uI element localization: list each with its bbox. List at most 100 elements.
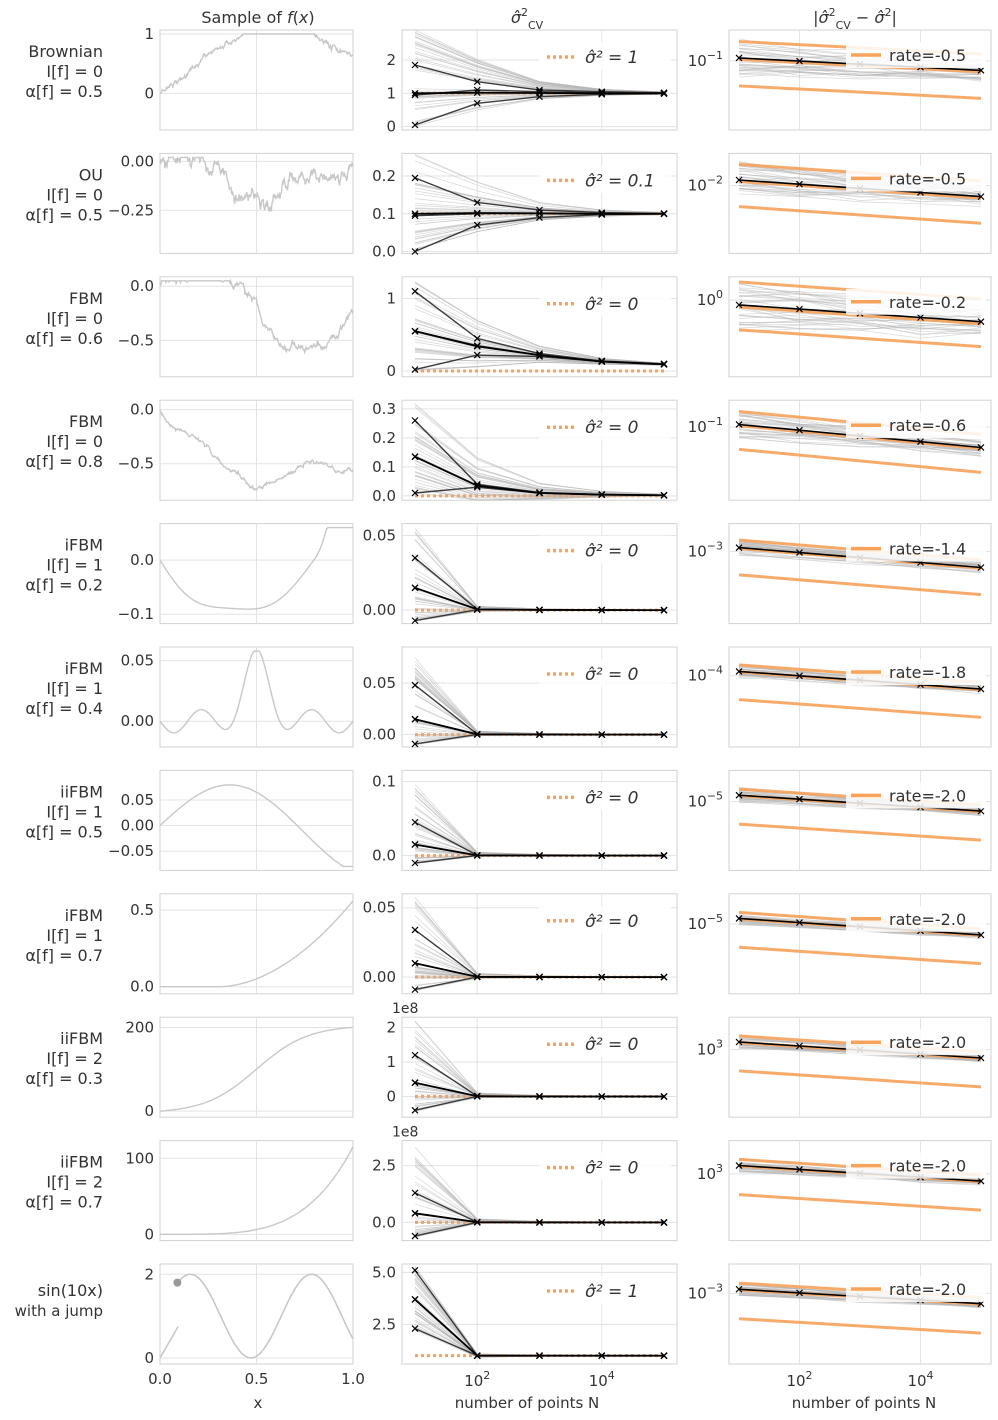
y-tick-label: 2 bbox=[386, 51, 396, 69]
offset-text: 1e8 bbox=[392, 1125, 418, 1141]
cv-panel: 0.00 0.05 σ̂² = 0 bbox=[363, 523, 678, 625]
point-marker bbox=[917, 314, 924, 321]
point-marker bbox=[473, 851, 481, 859]
error-panel: 10−1 rate=-0.6 bbox=[688, 399, 992, 501]
replicate-error-line bbox=[738, 328, 982, 339]
y-tick-label: 10−1 bbox=[688, 415, 723, 436]
legend: σ̂² = 1 bbox=[539, 42, 671, 70]
panel-frame bbox=[401, 399, 678, 501]
replicate-line bbox=[414, 154, 665, 213]
xlabel-right: number of points N bbox=[792, 1394, 937, 1412]
legend: σ̂² = 0 bbox=[539, 905, 671, 934]
point-marker bbox=[598, 491, 606, 499]
panel-frame bbox=[401, 646, 678, 748]
row-label-line: α[f] = 0.5 bbox=[25, 205, 103, 224]
legend: rate=-0.6 bbox=[846, 412, 986, 439]
legend-label: σ̂² = 0.1 bbox=[585, 171, 655, 191]
sample-curve bbox=[159, 278, 354, 355]
point-marker bbox=[473, 730, 481, 738]
row-label-line: sin(10x) bbox=[38, 1281, 103, 1300]
y-tick-label: −0.1 bbox=[118, 605, 154, 623]
replicate-line bbox=[414, 1175, 665, 1223]
panel-frame bbox=[728, 1140, 992, 1242]
point-marker bbox=[411, 1079, 419, 1087]
point-marker bbox=[598, 1352, 606, 1360]
point-marker bbox=[411, 584, 419, 592]
replicate-line bbox=[414, 1203, 664, 1223]
panel-frame bbox=[728, 523, 992, 625]
y-tick-label: 0.2 bbox=[372, 429, 396, 447]
y-tick-label: 5.0 bbox=[372, 1263, 396, 1281]
point-marker bbox=[735, 1162, 743, 1169]
y-tick-label: 0.00 bbox=[121, 817, 154, 835]
y-tick-label: 0.05 bbox=[121, 652, 154, 670]
error-panel: 10−3 rate=-1.4 bbox=[688, 523, 992, 625]
legend-label: rate=-2.0 bbox=[889, 1280, 966, 1299]
quantile-line bbox=[414, 213, 665, 253]
point-marker bbox=[536, 852, 543, 859]
sample-panel: 0.5 0.0 bbox=[130, 893, 354, 996]
replicate-error-line bbox=[738, 552, 982, 570]
point-marker bbox=[411, 1209, 419, 1217]
y-tick-label: 0.3 bbox=[372, 400, 396, 418]
point-marker bbox=[735, 1038, 743, 1046]
panel-frame bbox=[728, 1016, 992, 1118]
y-tick-label: 2.5 bbox=[372, 1157, 396, 1175]
legend-label: σ̂² = 0 bbox=[585, 542, 638, 562]
panel-frame bbox=[401, 769, 678, 871]
point-marker bbox=[735, 421, 743, 428]
point-marker bbox=[411, 61, 419, 69]
cv-panel: 0.00 0.05 σ̂² = 0 bbox=[363, 893, 678, 995]
point-marker bbox=[735, 176, 743, 184]
legend: rate=-0.5 bbox=[846, 42, 986, 68]
y-tick-label: 2 bbox=[144, 1265, 154, 1283]
point-marker bbox=[536, 1093, 543, 1100]
legend: σ̂² = 0 bbox=[539, 535, 671, 564]
point-marker bbox=[977, 807, 985, 815]
replicate-error-line bbox=[738, 64, 982, 79]
point-marker bbox=[411, 210, 419, 218]
point-marker bbox=[411, 681, 419, 689]
cv-panel: 2.5 5.0 σ̂² = 1 bbox=[372, 1263, 678, 1365]
sample-curve bbox=[178, 1273, 354, 1359]
sample-curve bbox=[159, 650, 354, 734]
row-label-line: α[f] = 0.6 bbox=[25, 329, 103, 348]
point-marker bbox=[536, 489, 543, 497]
point-marker bbox=[977, 193, 985, 201]
point-marker bbox=[536, 351, 543, 359]
point-marker bbox=[411, 1266, 419, 1274]
y-tick-label: 0.0 bbox=[372, 1213, 396, 1231]
replicate-line bbox=[414, 43, 665, 93]
point-marker bbox=[977, 66, 985, 74]
panel-frame bbox=[401, 1016, 678, 1118]
row-label-line: iFBM bbox=[65, 659, 103, 678]
y-tick-label: 0 bbox=[386, 1088, 396, 1106]
error-panel: 10−3 rate=-2.0 bbox=[688, 1263, 992, 1365]
point-marker bbox=[735, 915, 743, 922]
panel-frame bbox=[728, 399, 992, 501]
panel-frame bbox=[728, 646, 992, 748]
xlabel-middle: number of points N bbox=[455, 1394, 600, 1412]
row-label-line: iiFBM bbox=[60, 1029, 103, 1048]
sample-curve bbox=[159, 526, 353, 610]
y-tick-label: 0.00 bbox=[363, 726, 396, 744]
sample-panel: 20 bbox=[144, 1263, 354, 1367]
point-marker bbox=[411, 1189, 419, 1197]
y-tick-label: 0.2 bbox=[372, 167, 396, 185]
legend-label: σ̂² = 0 bbox=[585, 418, 638, 438]
replicate-line bbox=[414, 1298, 664, 1357]
legend: σ̂² = 0 bbox=[539, 412, 671, 441]
replicate-line bbox=[414, 68, 665, 94]
replicate-error-line bbox=[738, 187, 982, 201]
y-tick-label: 10−5 bbox=[688, 912, 723, 933]
legend: σ̂² = 1 bbox=[539, 1276, 671, 1304]
point-marker bbox=[796, 919, 803, 926]
rate-line-lower bbox=[738, 205, 982, 225]
y-tick-label: 0.00 bbox=[121, 712, 154, 730]
panel-frame bbox=[401, 152, 678, 254]
panel-frame bbox=[401, 1140, 678, 1242]
point-marker bbox=[977, 318, 985, 326]
legend-label: σ̂² = 0 bbox=[585, 1035, 638, 1055]
legend: rate=-0.2 bbox=[846, 288, 986, 315]
